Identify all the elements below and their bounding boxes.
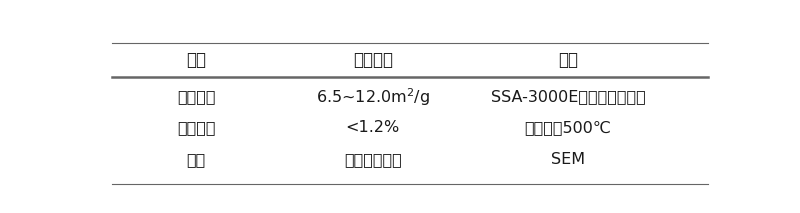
Text: 烧成温度500℃: 烧成温度500℃ (525, 120, 611, 135)
Text: $\mathregular{6.5}$~$\mathregular{12.0m^2/g}$: $\mathregular{6.5}$~$\mathregular{12.0m^… (316, 86, 430, 108)
Text: 比表面积: 比表面积 (177, 89, 215, 104)
Text: 技术指标: 技术指标 (353, 51, 393, 69)
Text: 形貌: 形貌 (186, 152, 206, 167)
Text: <1.2%: <1.2% (346, 120, 400, 135)
Text: 球形或近球型: 球形或近球型 (344, 152, 402, 167)
Text: 灼烧失重: 灼烧失重 (177, 120, 215, 135)
Text: 项目: 项目 (186, 51, 206, 69)
Text: SSA-3000E比表面积分析仪: SSA-3000E比表面积分析仪 (490, 89, 646, 104)
Text: 备注: 备注 (558, 51, 578, 69)
Text: SEM: SEM (551, 152, 585, 167)
